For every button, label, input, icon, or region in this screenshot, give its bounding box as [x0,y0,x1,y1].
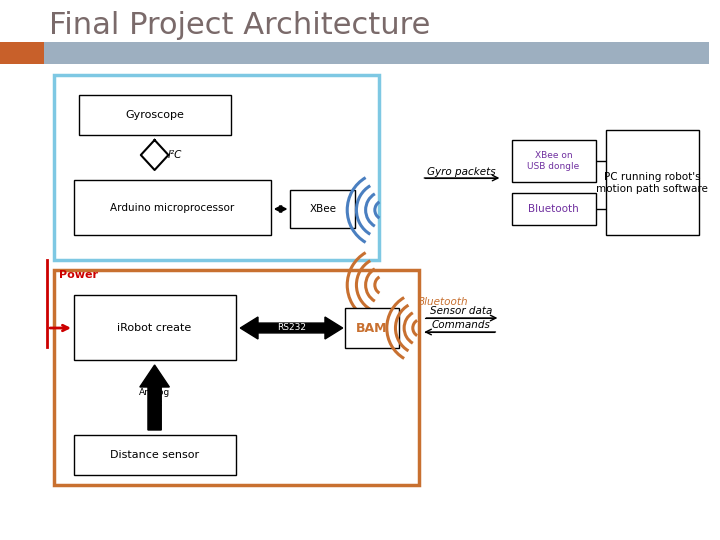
Bar [512,140,595,182]
Text: RS232: RS232 [282,323,313,333]
Bar [512,193,595,225]
Text: XBee on
USB dongle: XBee on USB dongle [527,151,580,171]
Bar [606,130,699,235]
Text: BAM: BAM [356,321,387,334]
Text: Bluetooth: Bluetooth [418,297,469,307]
Text: Arduino microprocessor: Arduino microprocessor [110,203,235,213]
Text: Gyro packets: Gyro packets [426,167,495,177]
Bar [0,42,45,64]
Text: XBee: XBee [310,204,336,214]
Text: RS232: RS232 [277,323,306,333]
Text: Final Project Architecture: Final Project Architecture [49,10,431,39]
Text: Bluetooth: Bluetooth [528,204,579,214]
Bar [74,435,236,475]
Bar [54,270,418,485]
Bar [74,180,271,235]
Text: Power: Power [59,270,98,280]
Text: Commands: Commands [431,320,490,330]
Polygon shape [140,365,169,430]
Text: Sensor data: Sensor data [430,306,492,316]
Text: Gyroscope: Gyroscope [125,110,184,120]
Bar [74,295,236,360]
Text: PC running robot's
motion path software: PC running robot's motion path software [596,172,708,194]
Bar [78,95,231,135]
Text: I²C: I²C [168,150,181,160]
Polygon shape [240,317,343,339]
Bar [0,42,709,64]
Bar [290,190,354,228]
Bar [54,75,379,260]
Text: iRobot create: iRobot create [117,323,192,333]
Text: Analog
out: Analog out [139,388,170,408]
Bar [345,308,399,348]
Text: Distance sensor: Distance sensor [110,450,199,460]
